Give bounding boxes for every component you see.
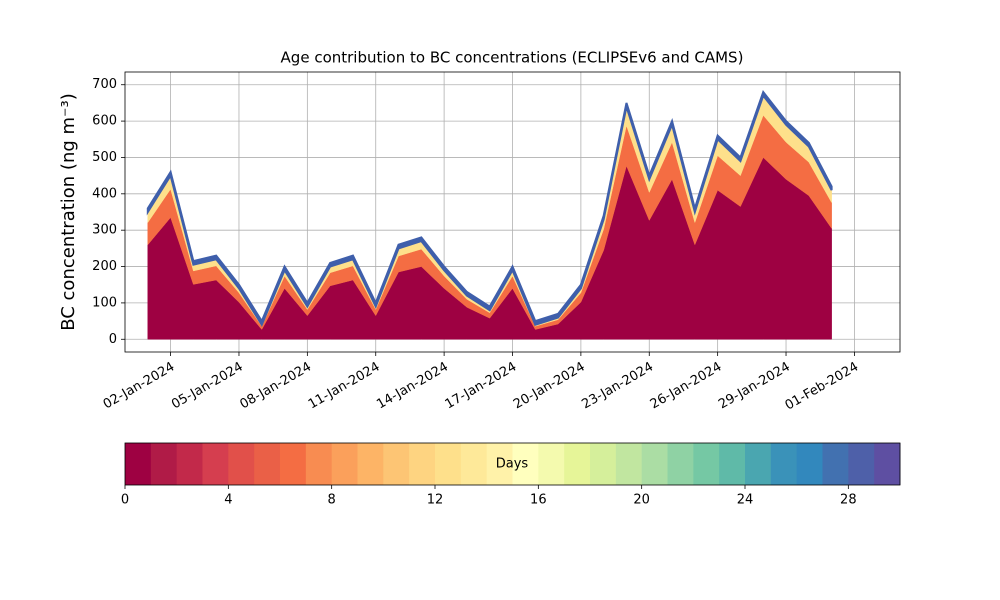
colorbar-swatch [125,443,152,485]
colorbar-swatch [848,443,875,485]
y-tick-label: 500 [92,150,117,165]
chart-title: Age contribution to BC concentrations (E… [281,49,744,67]
colorbar-swatch [435,443,462,485]
colorbar-swatch [202,443,229,485]
colorbar-swatch [745,443,772,485]
y-tick-label: 0 [109,332,117,347]
colorbar-tick-label: 20 [633,493,650,508]
colorbar-frame [124,442,901,486]
colorbar-swatch [538,443,565,485]
colorbar-swatch [383,443,410,485]
colorbar-swatch [486,443,513,485]
colorbar-swatch [564,443,591,485]
y-axis-label: BC concentration (ng m⁻³) [58,93,79,331]
colorbar-tick-label: 16 [530,493,547,508]
colorbar-swatch [357,443,384,485]
colorbar-swatch [874,443,901,485]
plot-area [125,72,900,352]
colorbar-swatch [150,443,178,485]
colorbar-swatch [409,443,436,485]
colorbar-swatch [770,443,798,485]
colorbar-swatch [615,443,643,485]
colorbar-swatch [822,443,849,485]
colorbar-swatch [460,443,488,485]
area-band [146,89,833,327]
colorbar-swatch [228,443,255,485]
y-tick-label: 700 [92,77,117,92]
colorbar-swatch [641,443,668,485]
colorbar [125,443,901,485]
colorbar-tick-label: 28 [840,493,857,508]
colorbar-swatch [719,443,746,485]
colorbar-tick-label: 4 [224,493,232,508]
colorbar-swatch [176,443,203,485]
colorbar-swatch [280,443,307,485]
colorbar-swatch [590,443,617,485]
colorbar-swatch [667,443,694,485]
y-tick-label: 600 [92,114,117,129]
colorbar-swatch [512,443,539,485]
colorbar-swatch [796,443,823,485]
colorbar-label: Days [496,457,529,472]
colorbar-swatch [331,443,358,485]
colorbar-tick-label: 8 [328,493,336,508]
y-tick-label: 200 [92,259,117,274]
colorbar-swatch [305,443,333,485]
y-tick-label: 100 [92,295,117,310]
y-tick-label: 400 [92,186,117,201]
colorbar-swatch [254,443,281,485]
colorbar-tick-label: 24 [737,493,754,508]
colorbar-tick-label: 0 [121,493,129,508]
colorbar-swatch [693,443,720,485]
y-tick-label: 300 [92,223,117,238]
colorbar-tick-label: 12 [427,493,444,508]
